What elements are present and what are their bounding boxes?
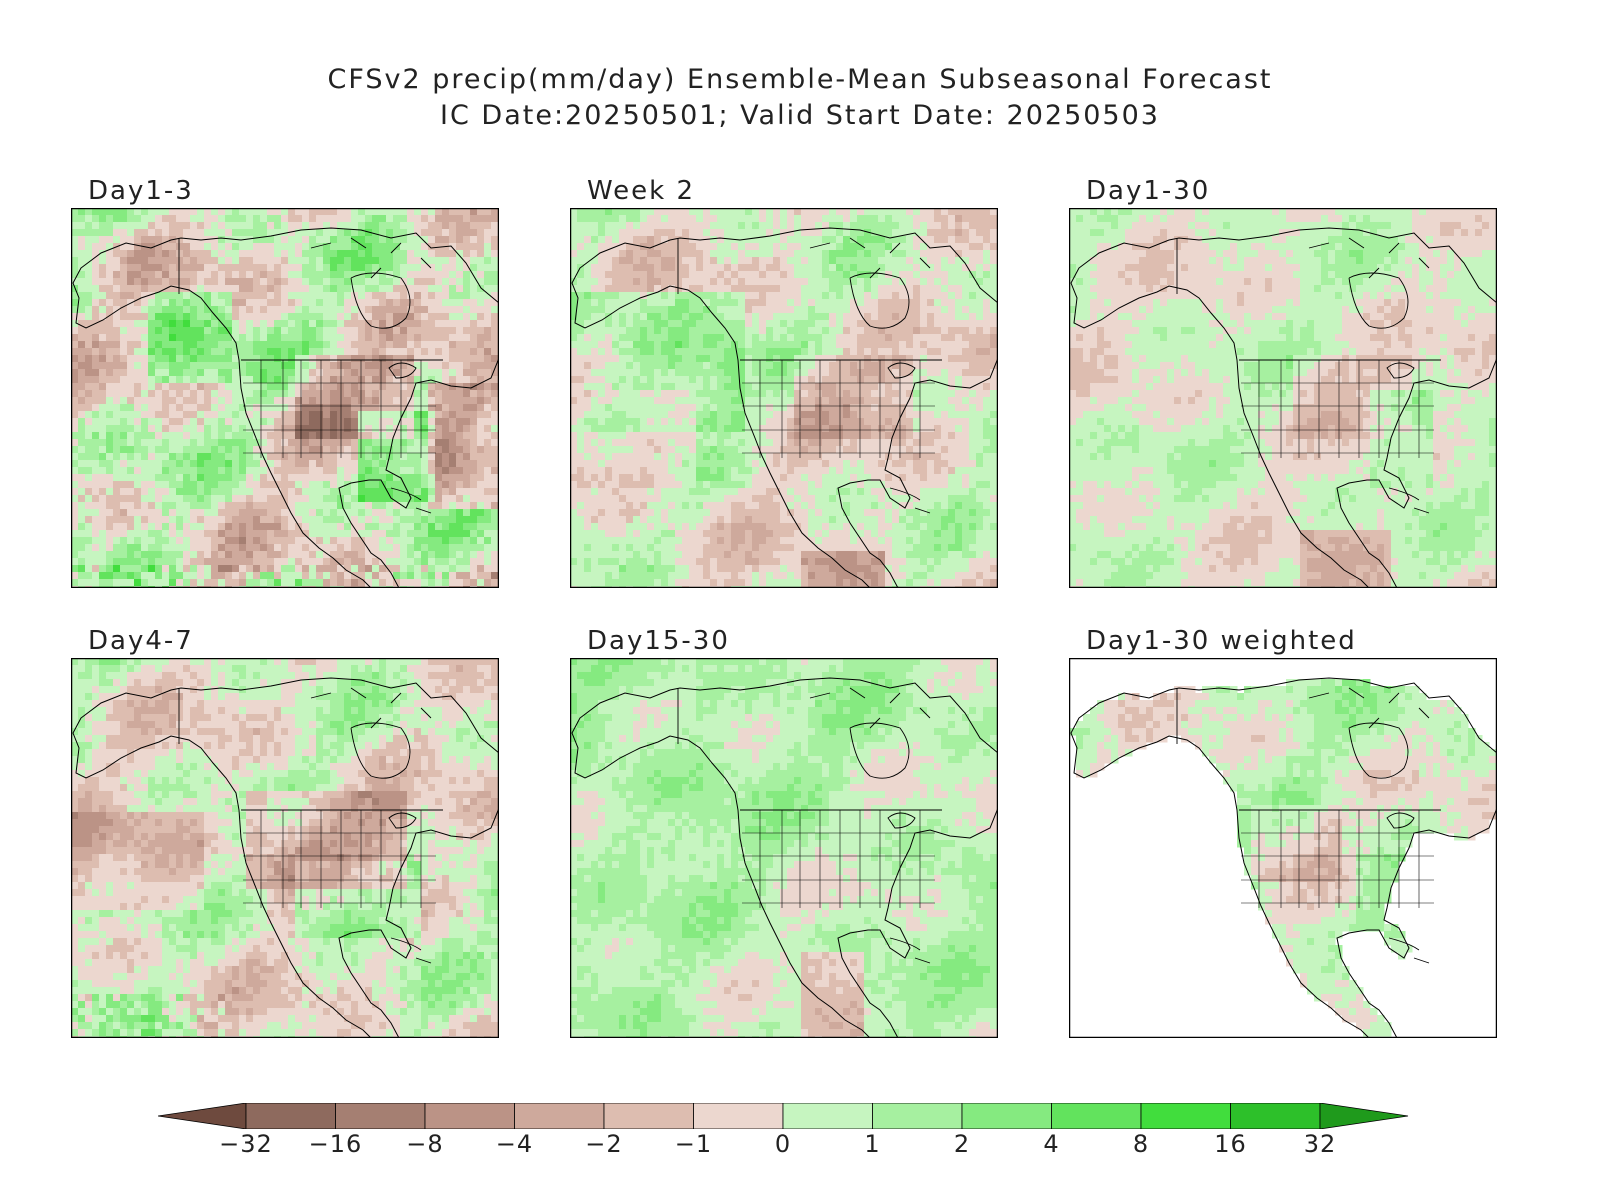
colorbar-segment xyxy=(1140,1103,1231,1129)
coastline xyxy=(1070,677,1497,1038)
state-boundaries xyxy=(742,810,935,908)
panel-frame xyxy=(71,658,499,1038)
colorbar-tick-label: −1 xyxy=(674,1130,713,1158)
colorbar-tick-label: 2 xyxy=(953,1130,971,1158)
coastline xyxy=(1070,227,1497,588)
chart-subtitle: IC Date:20250501; Valid Start Date: 2025… xyxy=(440,100,1160,131)
panel-label-week2: Week 2 xyxy=(587,176,696,206)
map-panel-day4-7 xyxy=(71,658,499,1038)
colorbar-segment xyxy=(1230,1103,1321,1129)
map-panel-day1-30-weighted xyxy=(1069,658,1497,1038)
map-boundary xyxy=(350,272,411,329)
colorbar-tick-label: 0 xyxy=(774,1130,792,1158)
colorbar-tick-label: 16 xyxy=(1214,1130,1247,1158)
coastline xyxy=(72,677,499,1038)
precip-field xyxy=(71,208,499,588)
colorbar-segment xyxy=(424,1103,515,1129)
panel-label-day1-30-weighted: Day1-30 weighted xyxy=(1086,626,1357,656)
map-panel-day1-30 xyxy=(1069,208,1497,588)
panel-frame xyxy=(1069,658,1497,1038)
panel-frame xyxy=(71,208,499,588)
map-boundary xyxy=(1348,272,1409,329)
state-boundaries xyxy=(1241,810,1434,908)
colorbar-tick-label: −2 xyxy=(585,1130,623,1158)
precip-field xyxy=(1069,208,1497,588)
colorbar-arrow-high xyxy=(1319,1103,1409,1129)
colorbar-segment xyxy=(514,1103,605,1129)
map-boundary xyxy=(1308,687,1430,729)
map-boundary xyxy=(889,487,931,514)
state-boundaries xyxy=(742,360,935,458)
colorbar-segment xyxy=(961,1103,1052,1129)
colorbar xyxy=(158,1103,1409,1129)
state-boundaries xyxy=(1241,360,1434,458)
map-panel-week2 xyxy=(570,208,998,588)
map-boundary xyxy=(1308,237,1430,279)
colorbar-tick-label: −16 xyxy=(308,1130,363,1158)
map-boundary xyxy=(849,272,910,329)
precip-field xyxy=(570,208,998,588)
panel-label-day4-7: Day4-7 xyxy=(88,626,194,656)
map-boundary xyxy=(390,487,432,514)
colorbar-tick-label: −4 xyxy=(495,1130,534,1158)
coastline xyxy=(571,227,998,588)
colorbar-tick-label: −32 xyxy=(219,1130,273,1158)
coastline xyxy=(72,227,499,588)
colorbar-segment xyxy=(245,1103,336,1129)
colorbar-segment xyxy=(1051,1103,1142,1129)
precip-field xyxy=(71,658,499,1038)
map-panel-day15-30 xyxy=(570,658,998,1038)
colorbar-segment xyxy=(335,1103,426,1129)
panel-label-day1-30: Day1-30 xyxy=(1086,176,1211,206)
chart-title: CFSv2 precip(mm/day) Ensemble-Mean Subse… xyxy=(327,64,1273,95)
map-boundary xyxy=(809,237,931,279)
panel-label-day15-30: Day15-30 xyxy=(587,626,730,656)
colorbar-arrow-low xyxy=(158,1103,247,1129)
panel-frame xyxy=(570,658,998,1038)
map-boundary xyxy=(849,722,910,779)
state-boundaries xyxy=(243,810,436,908)
map-boundary xyxy=(310,237,432,279)
map-boundary xyxy=(809,687,931,729)
colorbar-segment xyxy=(872,1103,963,1129)
colorbar-segment xyxy=(782,1103,873,1129)
panel-frame xyxy=(570,208,998,588)
colorbar-tick-label: 1 xyxy=(864,1130,881,1158)
panel-frame xyxy=(1069,208,1497,588)
map-boundary xyxy=(350,722,411,779)
colorbar-tick-label: 32 xyxy=(1303,1130,1337,1158)
precip-field xyxy=(570,658,998,1038)
precip-field xyxy=(1069,679,1497,1037)
colorbar-segment xyxy=(693,1103,784,1129)
state-boundaries xyxy=(243,360,436,458)
coastline xyxy=(571,677,998,1038)
map-boundary xyxy=(310,687,432,729)
colorbar-tick-label: −8 xyxy=(406,1130,444,1158)
map-boundary xyxy=(1348,722,1409,779)
map-boundary xyxy=(889,937,931,964)
colorbar-tick-label: 4 xyxy=(1043,1130,1060,1158)
colorbar-segment xyxy=(603,1103,694,1129)
map-boundary xyxy=(390,937,432,964)
map-boundary xyxy=(1388,487,1430,514)
panel-label-day1-3: Day1-3 xyxy=(88,176,194,206)
colorbar-tick-label: 8 xyxy=(1132,1130,1150,1158)
map-boundary xyxy=(1388,937,1430,964)
map-panel-day1-3 xyxy=(71,208,499,588)
